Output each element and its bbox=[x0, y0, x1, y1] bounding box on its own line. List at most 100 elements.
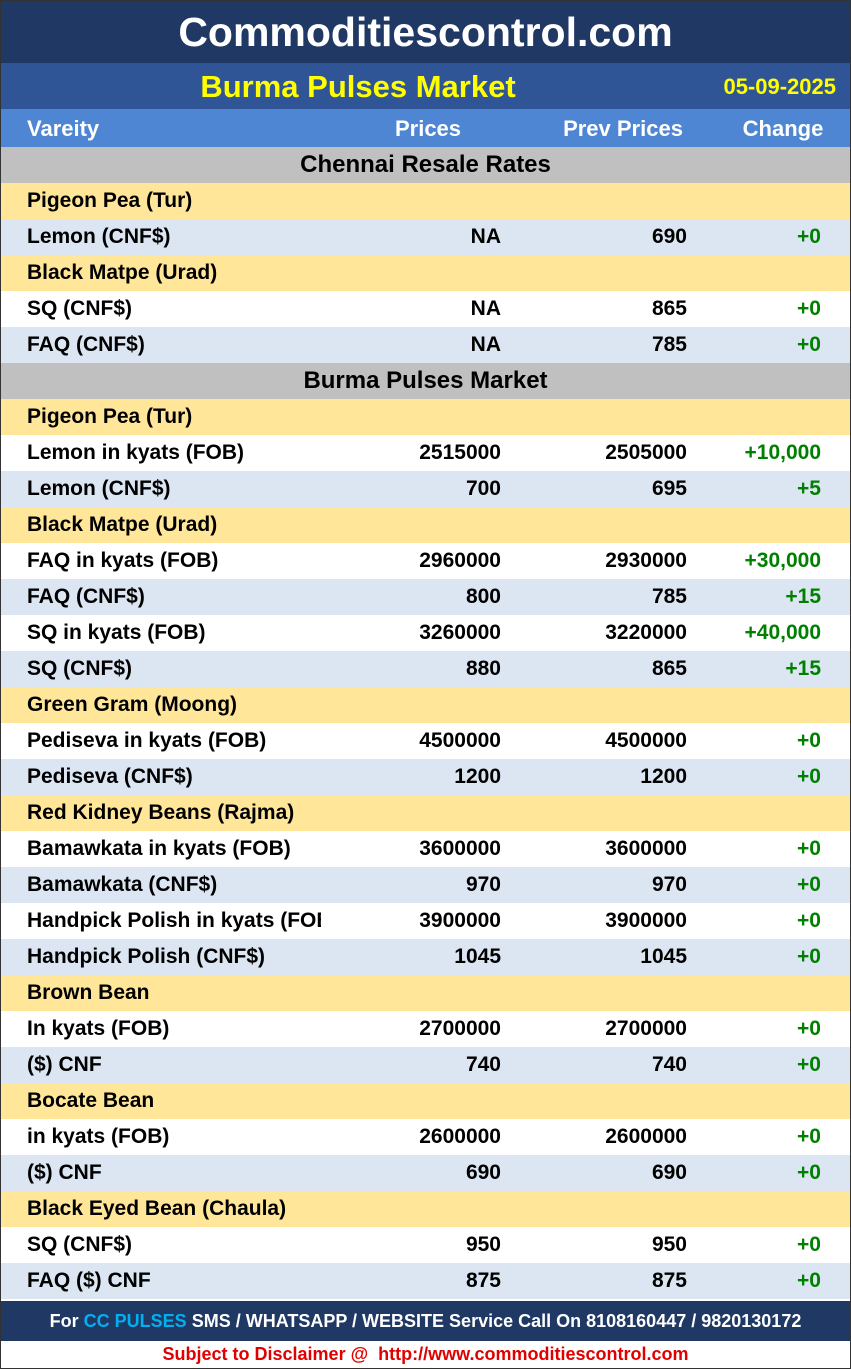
price: 3260000 bbox=[419, 621, 501, 644]
section-title: Burma Pulses Market bbox=[303, 367, 548, 394]
group-row: Black Matpe (Urad) bbox=[1, 507, 850, 543]
group-row: Black Matpe (Urad) bbox=[1, 255, 850, 291]
price: 970 bbox=[465, 873, 501, 896]
prev-price: 865 bbox=[651, 657, 687, 680]
group-row: Brown Bean bbox=[1, 975, 850, 1011]
group-row: Green Gram (Moong) bbox=[1, 687, 850, 723]
data-row: Bamawkata (CNF$) 970 970 +0 bbox=[1, 867, 850, 903]
prev-price: 1045 bbox=[640, 945, 687, 968]
variety: ($) CNF bbox=[27, 1053, 102, 1076]
group-name: Black Matpe (Urad) bbox=[27, 261, 218, 284]
group-name: Red Kidney Beans (Rajma) bbox=[27, 801, 295, 824]
change: +0 bbox=[797, 909, 821, 932]
variety: SQ in kyats (FOB) bbox=[27, 621, 206, 644]
data-row: SQ (CNF$) 880 865 +15 bbox=[1, 651, 850, 687]
footer-text: SMS / WHATSAPP / WEBSITE Service Call On… bbox=[191, 1311, 802, 1331]
prev-price: 785 bbox=[651, 585, 687, 608]
price: 690 bbox=[465, 1161, 501, 1184]
data-row: FAQ ($) CNF 875 875 +0 bbox=[1, 1263, 850, 1299]
prev-price: 690 bbox=[651, 225, 687, 248]
data-row: FAQ in kyats (FOB) 2960000 2930000 +30,000 bbox=[1, 543, 850, 579]
change: +0 bbox=[797, 1161, 821, 1184]
group-row: Pigeon Pea (Tur) bbox=[1, 183, 850, 219]
group-name: Pigeon Pea (Tur) bbox=[27, 405, 193, 428]
price: 2700000 bbox=[419, 1017, 501, 1040]
price: NA bbox=[470, 297, 501, 320]
change: +0 bbox=[797, 225, 821, 248]
subtitle-band: Burma Pulses Market 05-09-2025 bbox=[1, 63, 850, 109]
footer-prefix: For bbox=[49, 1311, 79, 1331]
variety: Bamawkata (CNF$) bbox=[27, 873, 218, 896]
variety: ($) CNF bbox=[27, 1161, 102, 1184]
data-row: Lemon (CNF$) 700 695 +5 bbox=[1, 471, 850, 507]
footer-band: For CC PULSES SMS / WHATSAPP / WEBSITE S… bbox=[1, 1301, 850, 1341]
data-row: Pediseva (CNF$) 1200 1200 +0 bbox=[1, 759, 850, 795]
prev-price: 865 bbox=[651, 297, 687, 320]
prev-price: 970 bbox=[651, 873, 687, 896]
variety: Pediseva (CNF$) bbox=[27, 765, 193, 788]
variety: In kyats (FOB) bbox=[27, 1017, 170, 1040]
change: +0 bbox=[797, 729, 821, 752]
prev-price: 690 bbox=[651, 1161, 687, 1184]
variety: Handpick Polish in kyats (FOB) bbox=[27, 909, 321, 932]
price: 2960000 bbox=[419, 549, 501, 572]
price: 2600000 bbox=[419, 1125, 501, 1148]
prev-price: 3600000 bbox=[605, 837, 687, 860]
data-row: ($) CNF 740 740 +0 bbox=[1, 1047, 850, 1083]
group-name: Black Eyed Bean (Chaula) bbox=[27, 1197, 287, 1220]
variety: FAQ in kyats (FOB) bbox=[27, 549, 219, 572]
group-row: Bocate Bean bbox=[1, 1083, 850, 1119]
group-name: Brown Bean bbox=[27, 981, 150, 1004]
title: Commoditiescontrol.com bbox=[178, 9, 673, 55]
group-name: Pigeon Pea (Tur) bbox=[27, 189, 193, 212]
prev-price: 950 bbox=[651, 1233, 687, 1256]
price: 800 bbox=[465, 585, 501, 608]
section-title: Chennai Resale Rates bbox=[300, 151, 551, 178]
price: 875 bbox=[465, 1269, 501, 1292]
prev-price: 785 bbox=[651, 333, 687, 356]
variety: FAQ ($) CNF bbox=[27, 1269, 151, 1292]
data-row: In kyats (FOB) 2700000 2700000 +0 bbox=[1, 1011, 850, 1047]
group-row: Red Kidney Beans (Rajma) bbox=[1, 795, 850, 831]
prev-price: 4500000 bbox=[605, 729, 687, 752]
prev-price: 2505000 bbox=[605, 441, 687, 464]
price: 3600000 bbox=[419, 837, 501, 860]
price: 1045 bbox=[454, 945, 501, 968]
change: +0 bbox=[797, 1125, 821, 1148]
price: 700 bbox=[465, 477, 501, 500]
prev-price: 740 bbox=[651, 1053, 687, 1076]
footer-highlight: CC PULSES bbox=[83, 1311, 187, 1331]
price: 2515000 bbox=[419, 441, 501, 464]
column-label: Vareity bbox=[27, 116, 100, 141]
change: +0 bbox=[797, 837, 821, 860]
data-row: Pediseva in kyats (FOB) 4500000 4500000 +0 bbox=[1, 723, 850, 759]
change: +0 bbox=[797, 1017, 821, 1040]
variety: Lemon (CNF$) bbox=[27, 477, 171, 500]
subtitle: Burma Pulses Market bbox=[200, 69, 516, 104]
data-row: SQ (CNF$) 950 950 +0 bbox=[1, 1227, 850, 1263]
price: 880 bbox=[465, 657, 501, 680]
title-band: Commoditiescontrol.com bbox=[1, 1, 850, 63]
change: +0 bbox=[797, 297, 821, 320]
column-header: Vareity Prices Prev Prices Change bbox=[1, 109, 850, 147]
change: +40,000 bbox=[744, 621, 822, 644]
price: 3900000 bbox=[419, 909, 501, 932]
data-row: Handpick Polish (CNF$) 1045 1045 +0 bbox=[1, 939, 850, 975]
change: +0 bbox=[797, 873, 821, 896]
variety: Bamawkata in kyats (FOB) bbox=[27, 837, 291, 860]
column-label: Prices bbox=[394, 116, 462, 141]
change: +0 bbox=[797, 1269, 821, 1292]
data-row: ($) CNF 690 690 +0 bbox=[1, 1155, 850, 1191]
disclaimer: Subject to Disclaimer @ http://www.commo… bbox=[162, 1344, 689, 1364]
group-row: Black Eyed Bean (Chaula) bbox=[1, 1191, 850, 1227]
prev-price: 2700000 bbox=[605, 1017, 687, 1040]
section-header: Chennai Resale Rates bbox=[1, 147, 850, 183]
data-row: Lemon in kyats (FOB) 2515000 2505000 +10,00… bbox=[1, 435, 850, 471]
price: 740 bbox=[465, 1053, 501, 1076]
variety: FAQ (CNF$) bbox=[27, 333, 145, 356]
price: NA bbox=[470, 225, 501, 248]
variety: SQ (CNF$) bbox=[27, 657, 132, 680]
variety: SQ (CNF$) bbox=[27, 1233, 132, 1256]
column-label: Prev Prices bbox=[563, 116, 683, 141]
